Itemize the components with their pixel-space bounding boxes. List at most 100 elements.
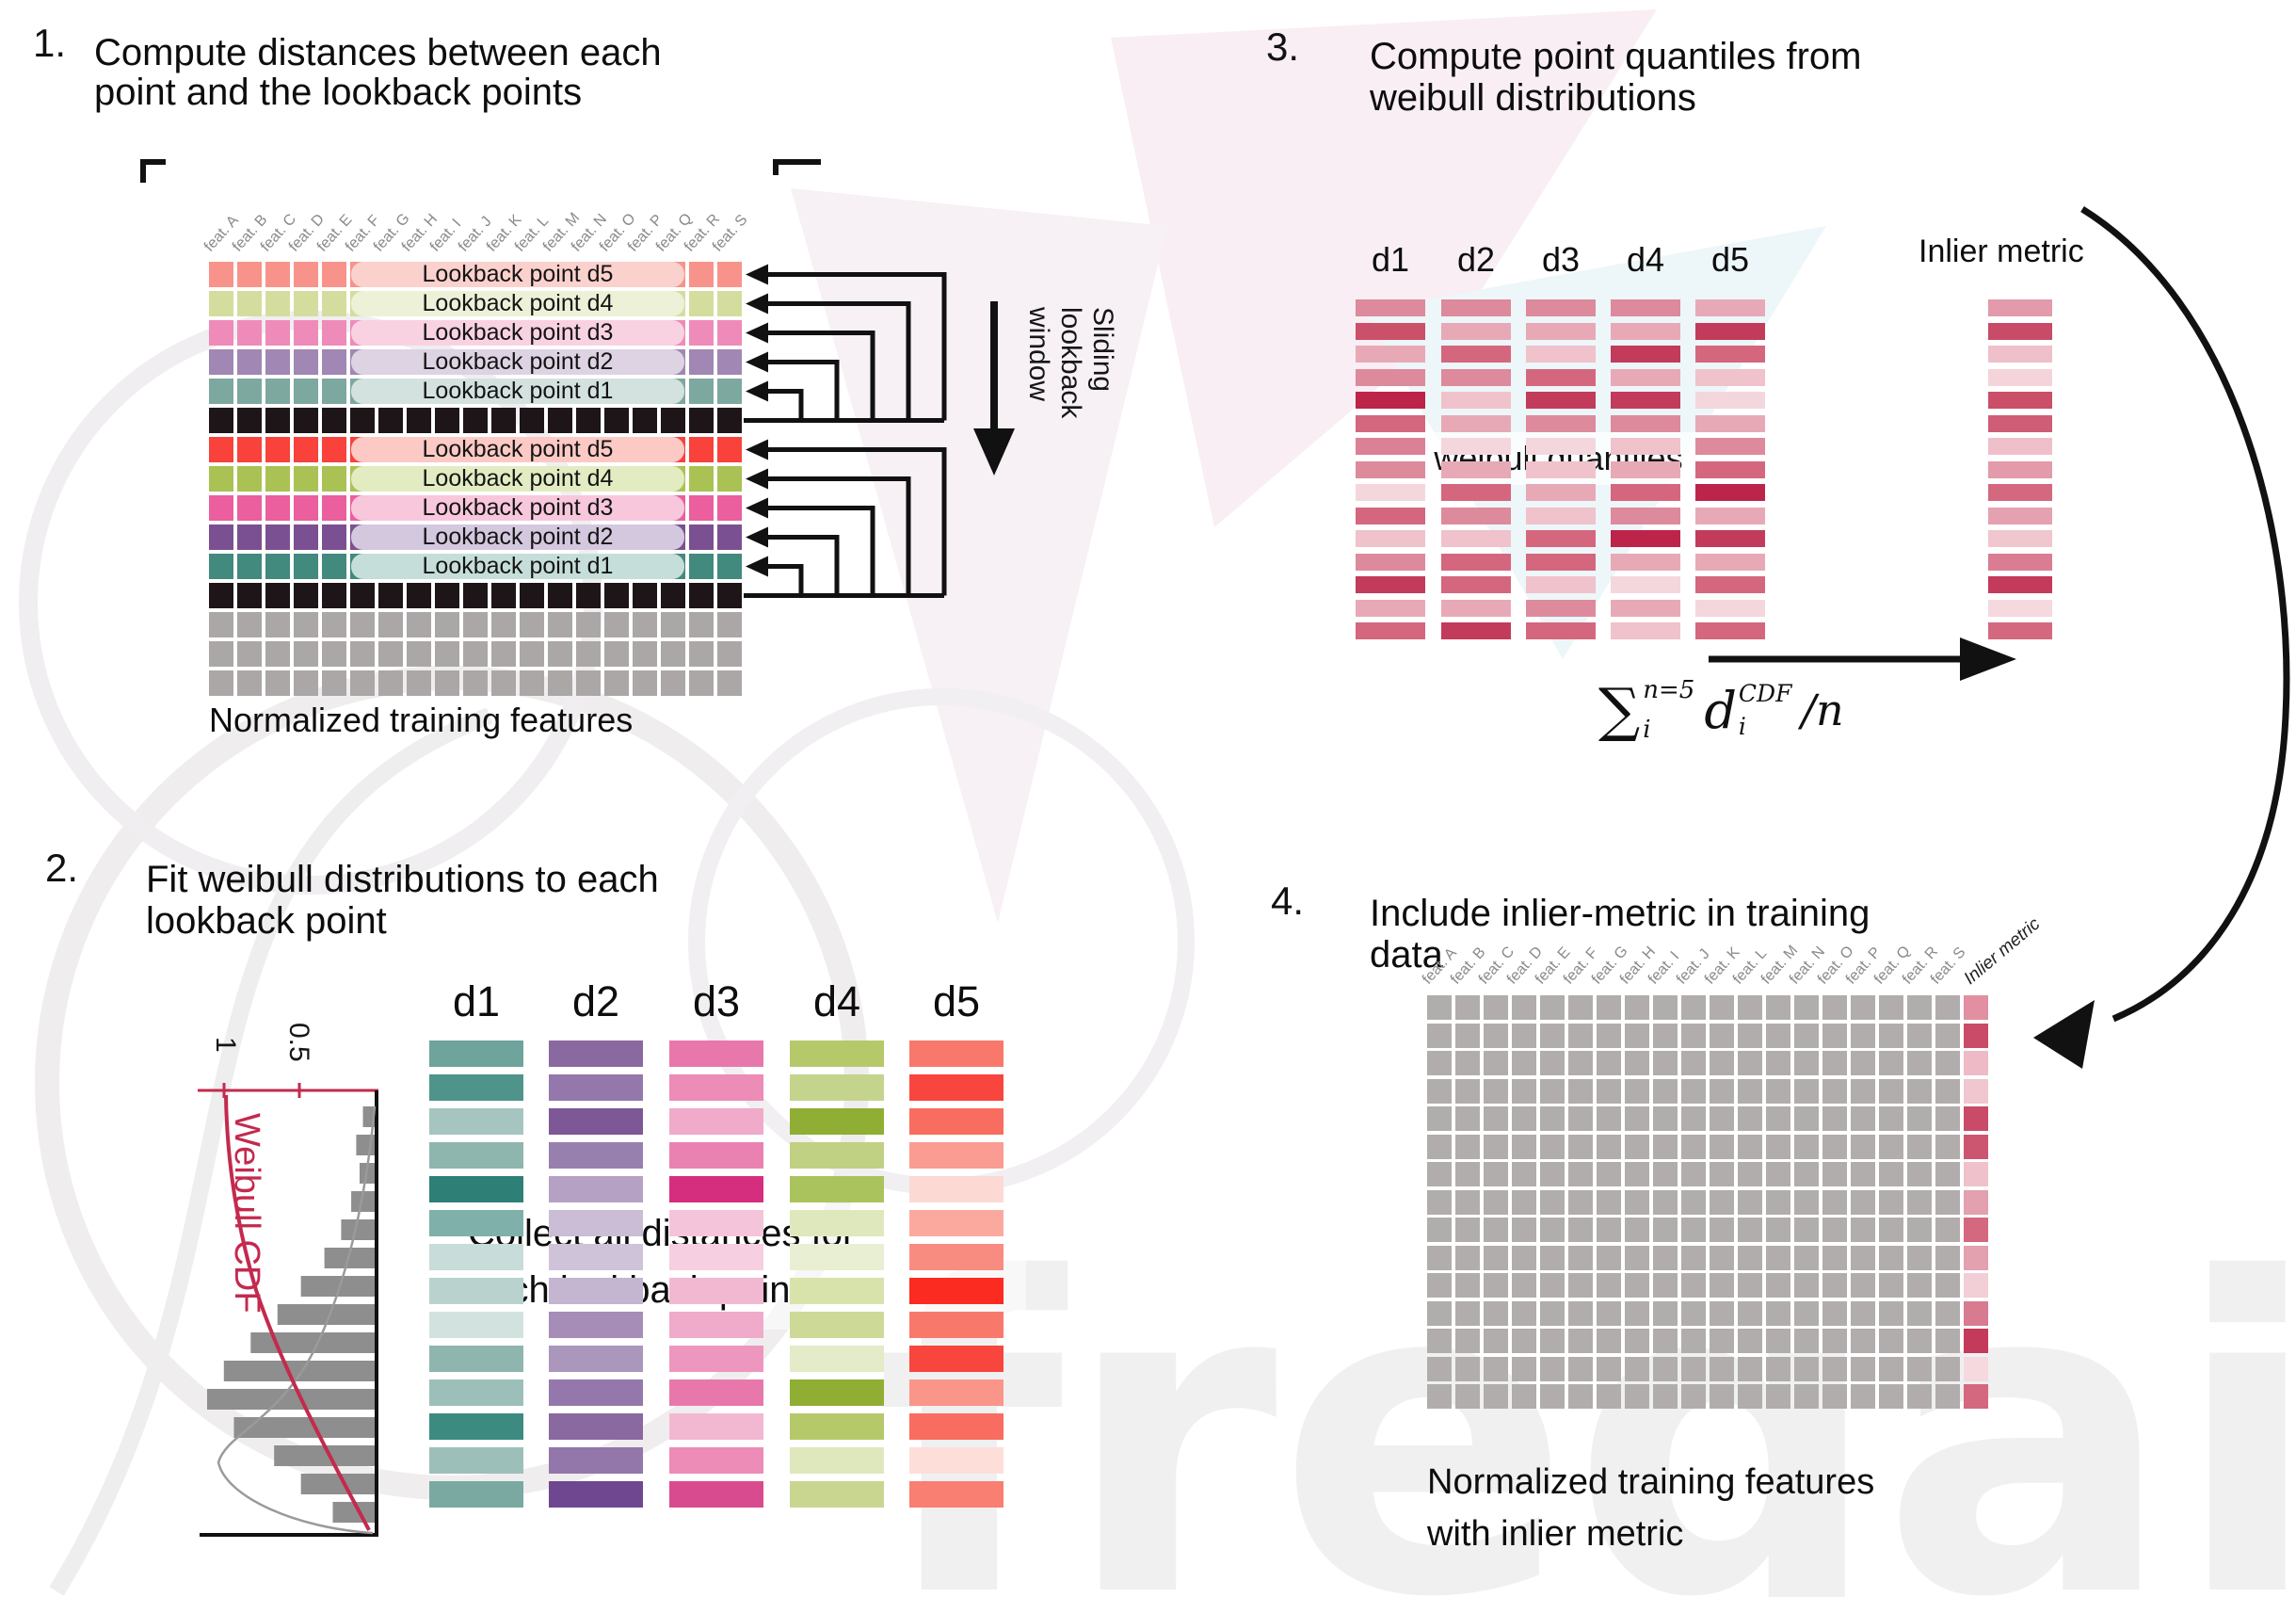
grid4-cell: [1851, 1189, 1875, 1215]
section-3-title-line2: weibull distributions: [1370, 77, 1696, 119]
grid4-cell: [1794, 1162, 1819, 1186]
grid4-cell: [1653, 1078, 1678, 1104]
grid4-inlier-cell: [1964, 1384, 1988, 1409]
grid1-cell: [237, 466, 262, 492]
grid4-cell: [1568, 995, 1593, 1020]
grid1-cell: [491, 612, 516, 637]
grid1-cell: [717, 495, 742, 521]
grid4-cell: [1597, 1189, 1621, 1215]
distance-bar: [669, 1379, 763, 1406]
grid4-cell: [1484, 1162, 1508, 1186]
grid1-cell: [633, 612, 657, 637]
grid4-cell: [1935, 1023, 1960, 1048]
grid1-cell: [265, 349, 290, 375]
section-4-title-line2: data: [1370, 934, 1443, 976]
distance-bar: [909, 1244, 1003, 1270]
grid1-cell: [294, 612, 318, 637]
grid4-cell: [1625, 1134, 1649, 1159]
grid4-cell: [1822, 1300, 1847, 1326]
distance-bar: [429, 1379, 523, 1406]
sliding-window-line2: lookback: [1055, 307, 1086, 419]
grid4-cell: [1681, 1273, 1706, 1298]
distance-column-header: d3: [692, 977, 741, 1025]
grid1-cell: [689, 670, 714, 696]
distance-bar: [790, 1278, 884, 1304]
grid1-cell: [661, 583, 685, 608]
grid4-cell: [1540, 1134, 1565, 1159]
grid4-inlier-cell: [1964, 1329, 1988, 1353]
grid1-cell: [633, 641, 657, 667]
quantile-bar: [1356, 507, 1425, 524]
section-1-title-line2: point and the lookback points: [94, 72, 583, 113]
grid4-cell: [1766, 1106, 1790, 1131]
grid1-cell: [294, 554, 318, 579]
cdf-mean-formula: ∑ n=5 i d CDF i /n: [1598, 676, 1844, 744]
distance-bar: [549, 1413, 643, 1440]
grid4-inlier-cell: [1964, 1189, 1988, 1215]
plot-tick-label-1: 1: [210, 1037, 241, 1053]
bracket-line: [764, 447, 947, 596]
grid4-cell: [1512, 1384, 1536, 1409]
grid4-cell: [1625, 1218, 1649, 1242]
grid4-cell: [1455, 1218, 1480, 1242]
distance-bar: [909, 1142, 1003, 1169]
distance-bar: [669, 1447, 763, 1474]
grid4-cell: [1455, 1051, 1480, 1075]
distance-bar: [429, 1312, 523, 1338]
grid4-cell: [1597, 1023, 1621, 1048]
grid1-cell: [435, 583, 459, 608]
grid4-cell: [1653, 1134, 1678, 1159]
grid1-cell: [633, 408, 657, 433]
grid1-cell: [237, 554, 262, 579]
grid1-cell: [294, 320, 318, 346]
grid4-cell: [1907, 1106, 1932, 1131]
quantile-bar: [1356, 460, 1425, 478]
grid4-cell: [1512, 1245, 1536, 1270]
grid1-cell: [322, 262, 346, 287]
grid4-cell: [1907, 1356, 1932, 1381]
grid4-cell: [1907, 1329, 1932, 1353]
grid1-cell: [689, 349, 714, 375]
grid1-cell: [689, 583, 714, 608]
quantile-bar: [1695, 346, 1765, 363]
quantile-bar: [1526, 576, 1596, 593]
weibull-cdf-label: Weibull CDF: [227, 1113, 266, 1314]
quantile-bar: [1695, 507, 1765, 524]
quantile-bar: [1356, 553, 1425, 571]
lookback-row-label: Lookback point d3: [351, 320, 684, 346]
distance-bar: [429, 1142, 523, 1169]
grid1-cell: [661, 612, 685, 637]
grid4-cell: [1540, 1218, 1565, 1242]
histogram-bar: [274, 1445, 375, 1466]
grid1-cell: [294, 524, 318, 550]
lookback-row-label: Lookback point d5: [351, 437, 684, 462]
formula-d-sub: i: [1738, 713, 1746, 740]
grid4-cell: [1568, 1051, 1593, 1075]
inlier-metric-bar: [1988, 460, 2052, 478]
inlier-to-training-arrow-curve: [2080, 206, 2290, 1023]
grid4-cell: [1681, 1134, 1706, 1159]
grid1-cell: [463, 641, 488, 667]
grid1-cell: [209, 320, 233, 346]
quantile-bar: [1695, 530, 1765, 547]
grid4-cell: [1935, 1162, 1960, 1186]
quantile-bar: [1526, 553, 1596, 571]
grid4-inlier-cell: [1964, 1300, 1988, 1326]
quantile-bar: [1611, 484, 1680, 501]
quantile-bar: [1526, 622, 1596, 639]
grid1-cell: [209, 349, 233, 375]
distance-bar: [549, 1074, 643, 1101]
grid4-cell: [1935, 1384, 1960, 1409]
distance-bar: [909, 1176, 1003, 1202]
distance-bar: [909, 1447, 1003, 1474]
grid4-inlier-cell: [1964, 1078, 1988, 1104]
grid1-cell: [209, 495, 233, 521]
grid4-cell: [1710, 1300, 1734, 1326]
grid4-cell: [1625, 1356, 1649, 1381]
histogram-bar: [250, 1332, 375, 1353]
grid1-cell: [689, 379, 714, 404]
grid1-cell: [520, 641, 544, 667]
grid4-cell: [1455, 1189, 1480, 1215]
grid4-cell: [1653, 1356, 1678, 1381]
